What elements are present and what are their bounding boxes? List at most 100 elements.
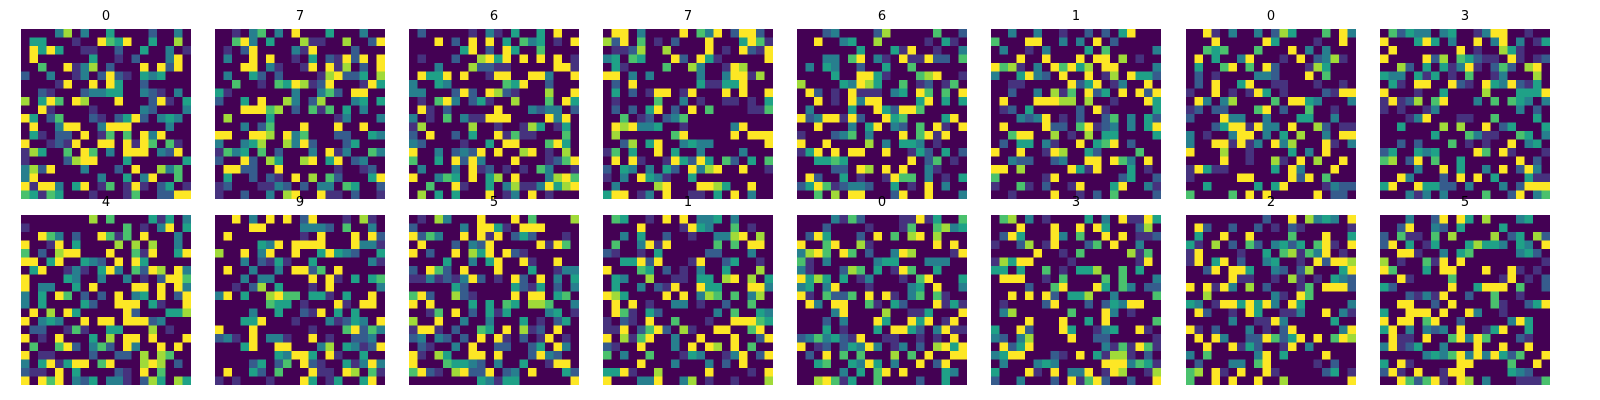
- pixel-cell: [72, 351, 81, 360]
- pixel-cell: [266, 292, 275, 301]
- pixel-cell: [283, 114, 292, 123]
- pixel-cell: [814, 174, 823, 183]
- pixel-cell: [511, 72, 520, 81]
- pixel-cell: [334, 334, 343, 343]
- pixel-cell: [30, 140, 39, 149]
- pixel-cell: [722, 165, 731, 174]
- pixel-cell: [38, 89, 47, 98]
- pixel-cell: [418, 148, 427, 157]
- pixel-cell: [326, 80, 335, 89]
- pixel-cell: [1305, 97, 1314, 106]
- pixel-cell: [899, 55, 908, 64]
- pixel-cell: [452, 317, 461, 326]
- pixel-cell: [603, 343, 612, 352]
- pixel-cell: [562, 63, 571, 72]
- pixel-cell: [334, 182, 343, 191]
- pixel-cell: [334, 114, 343, 123]
- pixel-cell: [714, 224, 723, 233]
- pixel-cell: [1380, 131, 1389, 140]
- pixel-cell: [452, 360, 461, 369]
- pixel-cell: [739, 326, 748, 335]
- pixel-cell: [528, 258, 537, 267]
- pixel-cell: [98, 182, 107, 191]
- pixel-cell: [748, 377, 757, 386]
- pixel-cell: [494, 97, 503, 106]
- pixel-cell: [283, 131, 292, 140]
- pixel-cell: [174, 148, 183, 157]
- pixel-cell: [511, 80, 520, 89]
- pixel-cell: [64, 300, 73, 309]
- pixel-cell: [680, 174, 689, 183]
- pixel-cell: [511, 241, 520, 250]
- pixel-cell: [1229, 157, 1238, 166]
- pixel-cell: [443, 224, 452, 233]
- pixel-cell: [637, 89, 646, 98]
- pixel-cell: [486, 46, 495, 55]
- pixel-cell: [891, 97, 900, 106]
- pixel-cell: [731, 317, 740, 326]
- pixel-cell: [377, 114, 386, 123]
- pixel-cell: [1339, 97, 1348, 106]
- pixel-cell: [106, 343, 115, 352]
- pixel-cell: [224, 38, 233, 47]
- pixel-cell: [241, 72, 250, 81]
- pixel-cell: [571, 89, 580, 98]
- pixel-cell: [486, 55, 495, 64]
- pixel-cell: [300, 165, 309, 174]
- pixel-cell: [149, 72, 158, 81]
- pixel-cell: [545, 300, 554, 309]
- pixel-cell: [266, 377, 275, 386]
- pixel-cell: [486, 106, 495, 115]
- pixel-cell: [1186, 157, 1195, 166]
- pixel-cell: [1212, 63, 1221, 72]
- pixel-cell: [469, 46, 478, 55]
- pixel-cell: [1474, 157, 1483, 166]
- pixel-cell: [360, 343, 369, 352]
- pixel-cell: [21, 317, 30, 326]
- pixel-cell: [705, 157, 714, 166]
- pixel-cell: [1254, 46, 1263, 55]
- pixel-cell: [646, 46, 655, 55]
- pixel-cell: [603, 241, 612, 250]
- pixel-cell: [697, 29, 706, 38]
- pixel-cell: [1389, 157, 1398, 166]
- pixel-cell: [925, 89, 934, 98]
- pixel-cell: [520, 343, 529, 352]
- pixel-cell: [132, 334, 141, 343]
- pixel-cell: [1263, 97, 1272, 106]
- pixel-cell: [377, 29, 386, 38]
- pixel-cell: [959, 97, 968, 106]
- pixel-cell: [646, 106, 655, 115]
- pixel-cell: [1068, 63, 1077, 72]
- pixel-cell: [486, 148, 495, 157]
- pixel-cell: [1229, 140, 1238, 149]
- pixel-cell: [1076, 46, 1085, 55]
- pixel-cell: [275, 174, 284, 183]
- pixel-cell: [1246, 46, 1255, 55]
- pixel-cell: [831, 72, 840, 81]
- pixel-cell: [1076, 157, 1085, 166]
- pixel-cell: [140, 38, 149, 47]
- pixel-cell: [823, 55, 832, 64]
- pixel-cell: [646, 351, 655, 360]
- pixel-cell: [149, 326, 158, 335]
- pixel-cell: [646, 123, 655, 132]
- pixel-cell: [620, 174, 629, 183]
- pixel-cell: [174, 351, 183, 360]
- pixel-cell: [368, 157, 377, 166]
- pixel-cell: [494, 114, 503, 123]
- pixel-cell: [1331, 114, 1340, 123]
- pixel-cell: [21, 343, 30, 352]
- pixel-cell: [1203, 174, 1212, 183]
- pixel-cell: [950, 215, 959, 224]
- pixel-cell: [731, 275, 740, 284]
- pixel-cell: [1271, 55, 1280, 64]
- pixel-cell: [258, 55, 267, 64]
- pixel-cell: [1533, 63, 1542, 72]
- pixel-cell: [1542, 38, 1551, 47]
- pixel-cell: [426, 275, 435, 284]
- pixel-cell: [503, 326, 512, 335]
- pixel-cell: [132, 224, 141, 233]
- pixel-cell: [115, 343, 124, 352]
- pixel-cell: [680, 326, 689, 335]
